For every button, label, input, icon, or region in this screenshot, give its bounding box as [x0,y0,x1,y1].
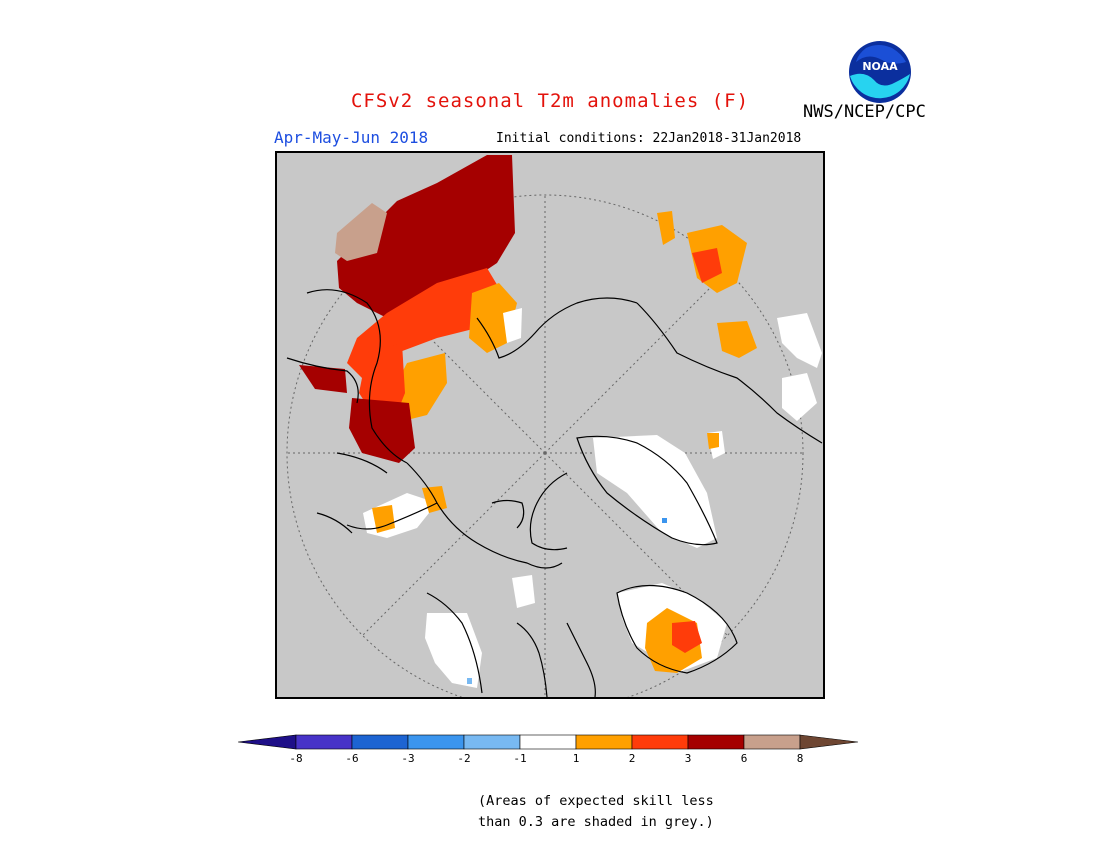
colorbar-bin-9 [743,734,801,750]
anomaly-cool-1 [467,678,472,684]
latitude-circle [286,194,804,697]
initial-conditions-label: Initial conditions: 22Jan2018-31Jan2018 [496,131,802,146]
colorbar [238,734,859,750]
noaa-logo: NOAA [849,41,911,103]
colorbar-tick-label: -3 [401,752,415,765]
meridian-lines [287,195,803,697]
season-label: Apr-May-Jun 2018 [274,128,429,147]
colorbar-tick-label: 2 [628,752,636,765]
colorbar-tick-label: -2 [457,752,471,765]
colorbar-bin-6 [575,734,633,750]
colorbar-tick-label: 6 [740,752,748,765]
coastlines [286,289,823,697]
colorbar-bin-1 [295,734,353,750]
skill-footnote: (Areas of expected skill less than 0.3 a… [478,791,714,833]
colorbar-tick-label: -1 [513,752,527,765]
colorbar-bin-3 [407,734,465,750]
colorbar-tick-label: 1 [572,752,580,765]
colorbar-bin-10 [799,734,859,750]
colorbar-bin-7 [631,734,689,750]
colorbar-bin-8 [687,734,745,750]
colorbar-tick-label: 8 [796,752,804,765]
colorbar-tick-label: -6 [345,752,359,765]
colorbar-bin-4 [463,734,521,750]
footnote-line-1: (Areas of expected skill less [478,793,714,809]
polar-map [275,151,825,699]
anomaly-north-america [299,155,522,463]
map-title: CFSv2 seasonal T2m anomalies (F) [350,90,750,112]
footnote-line-2: than 0.3 are shaded in grey.) [478,814,714,830]
polar-map-canvas [286,155,823,697]
colorbar-bin-0 [238,734,297,750]
colorbar-bin-5 [519,734,577,750]
agency-label: NWS/NCEP/CPC [803,102,926,122]
colorbar-tick-label: -8 [289,752,303,765]
anomaly-cool-2 [662,518,667,523]
anomaly-warm [372,211,757,673]
colorbar-bin-2 [351,734,409,750]
noaa-logo-text: NOAA [862,60,898,73]
colorbar-tick-label: 3 [684,752,692,765]
